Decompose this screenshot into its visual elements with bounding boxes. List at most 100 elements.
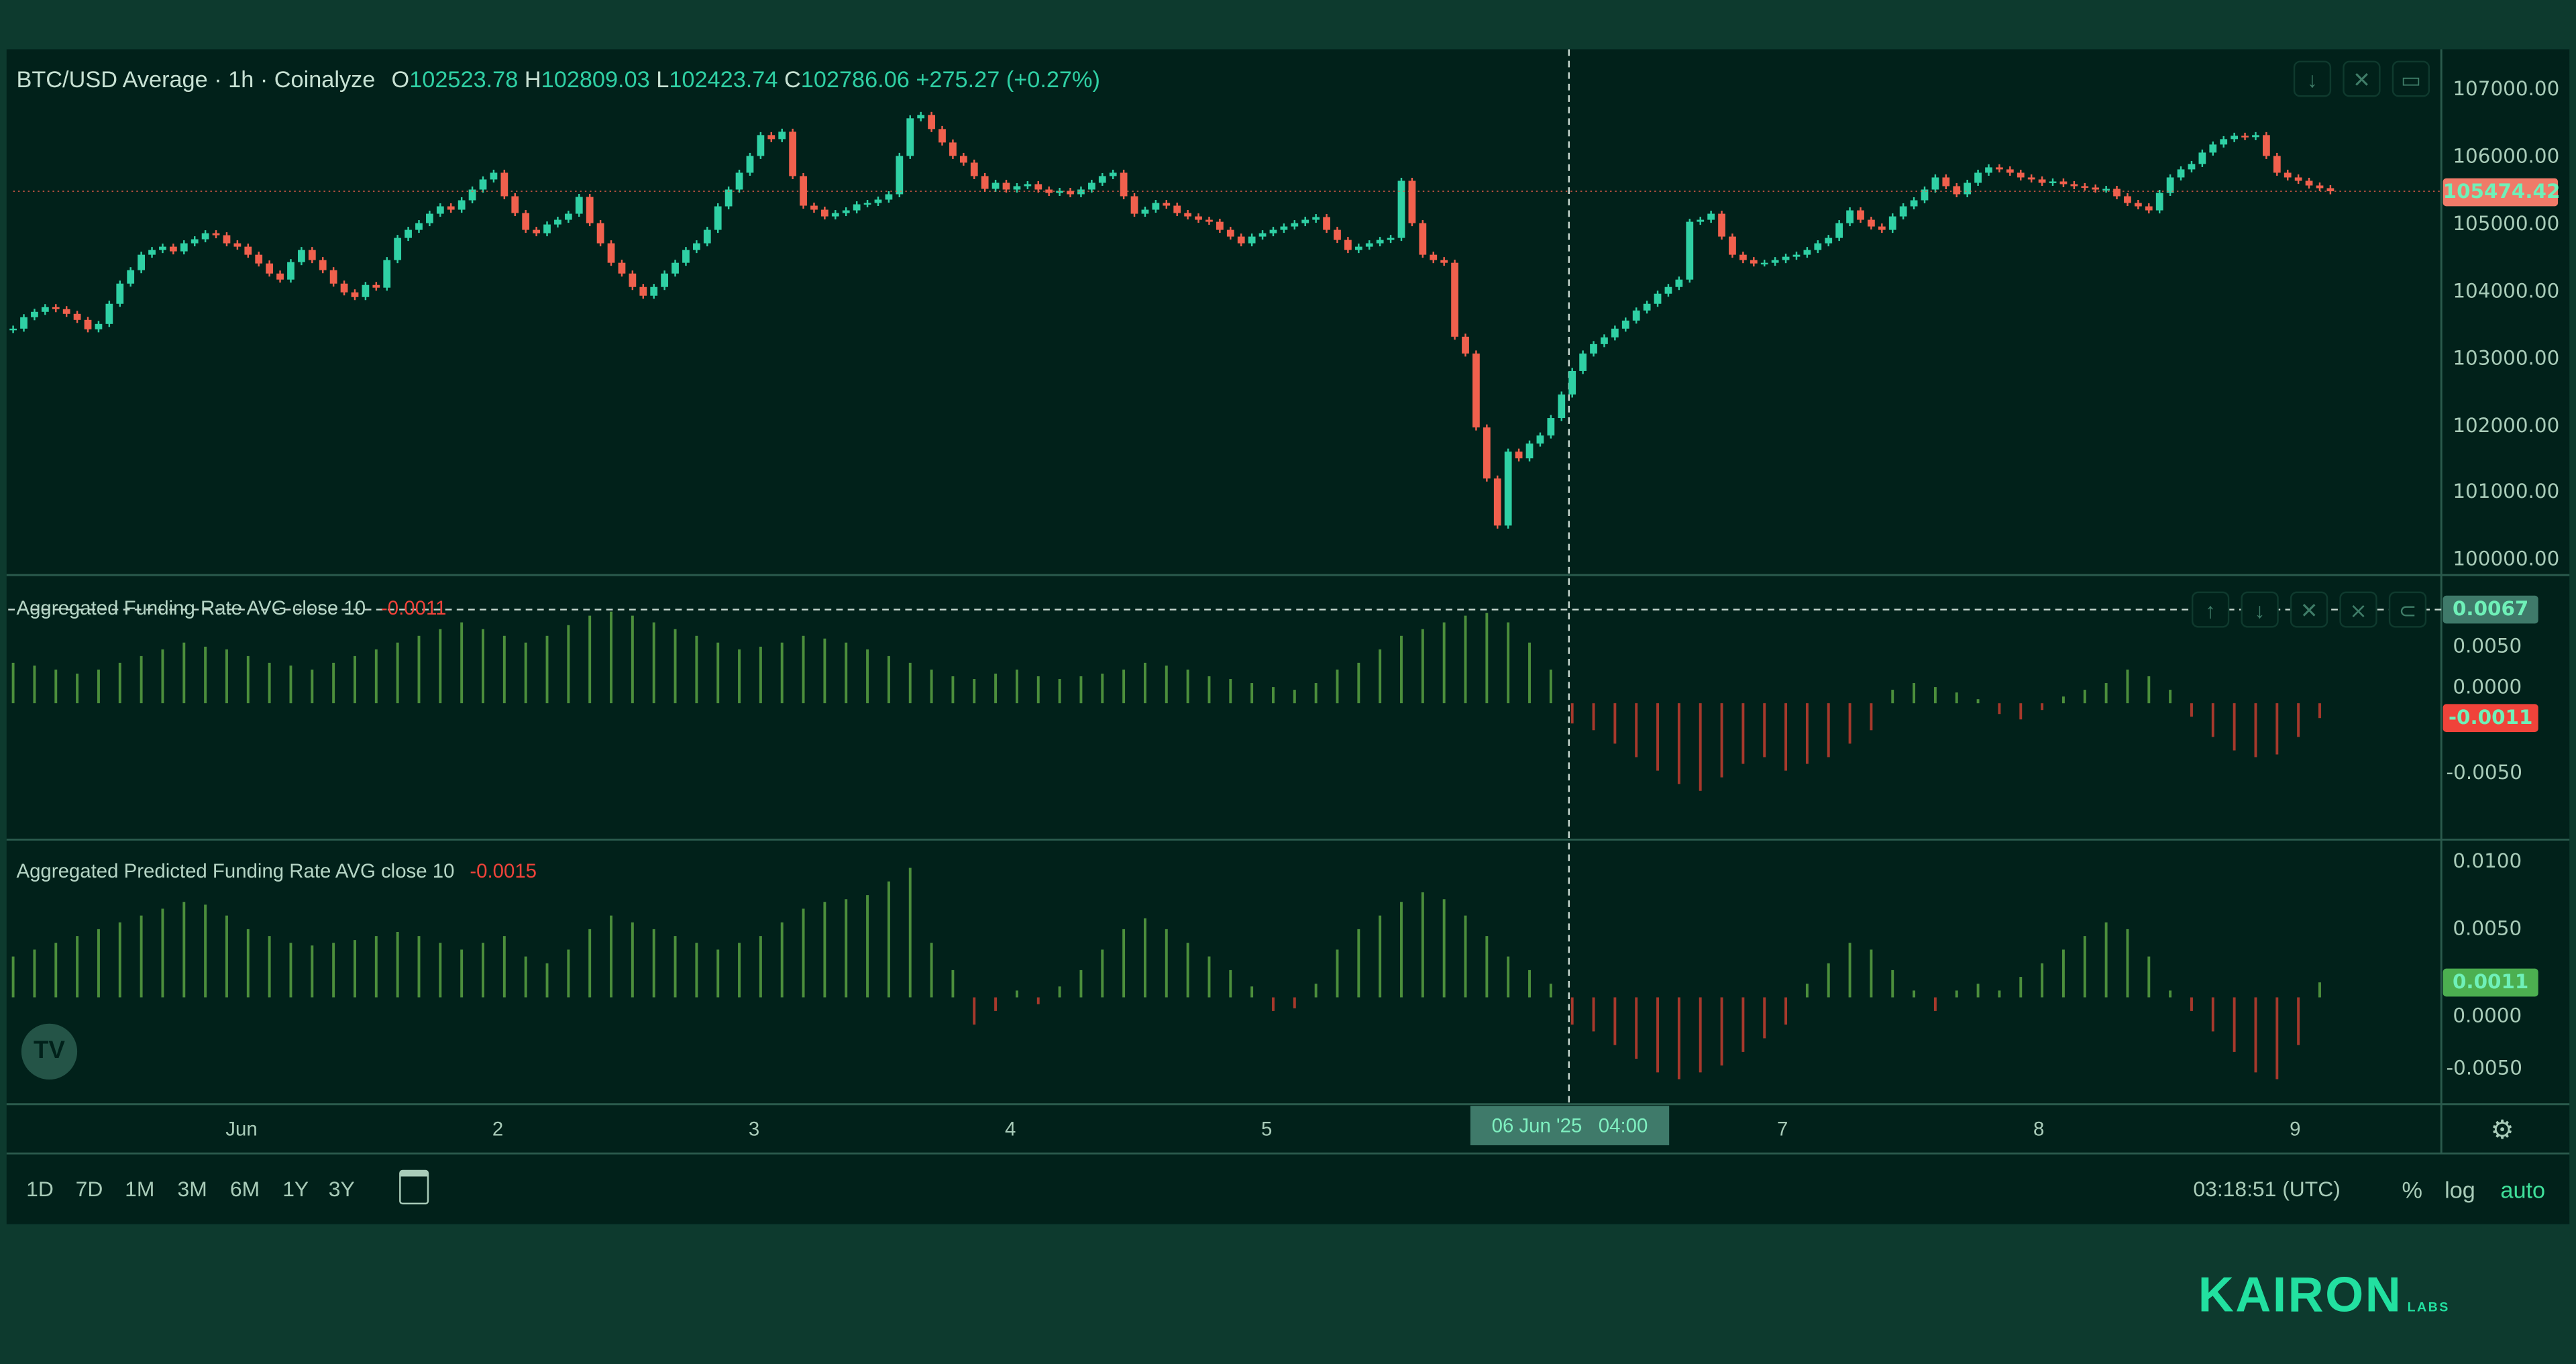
- candle: [1760, 260, 1768, 267]
- candle: [874, 197, 882, 207]
- range-1d-button[interactable]: 1D: [26, 1176, 54, 1202]
- candle-body: [724, 189, 733, 207]
- candle-body: [1718, 213, 1725, 237]
- candle-body: [1899, 206, 1907, 217]
- candle-body: [1163, 203, 1171, 206]
- candle: [9, 325, 17, 333]
- candle-body: [1354, 246, 1362, 250]
- symbol-legend[interactable]: BTC/USD Average · 1h · Coinalyze O102523…: [16, 66, 1099, 92]
- candle: [672, 260, 679, 277]
- arrow-up-icon[interactable]: ↑: [2191, 591, 2230, 628]
- candle-body: [1408, 180, 1416, 223]
- candle: [84, 317, 92, 333]
- candle: [2231, 132, 2239, 142]
- candle: [2177, 166, 2185, 180]
- candle-body: [1237, 236, 1245, 244]
- candle-body: [1024, 184, 1032, 187]
- candle: [1152, 200, 1160, 213]
- maximize-icon[interactable]: ▭: [2392, 60, 2430, 97]
- candle-body: [244, 246, 252, 255]
- calendar-icon[interactable]: [399, 1169, 429, 1205]
- candle-body: [1077, 189, 1085, 195]
- candle-body: [447, 206, 455, 210]
- range-1y-button[interactable]: 1Y: [282, 1176, 309, 1202]
- time-tick: 3: [748, 1117, 760, 1141]
- collapse-icon[interactable]: ✕: [2343, 60, 2381, 97]
- candle-body: [2134, 203, 2142, 207]
- candle-body: [2038, 179, 2046, 183]
- candle: [928, 111, 935, 132]
- candle: [1237, 233, 1245, 247]
- candle-body: [1216, 221, 1224, 230]
- maximize-icon[interactable]: ⊂: [2388, 591, 2427, 628]
- percent-toggle[interactable]: %: [2402, 1176, 2422, 1203]
- candle: [1173, 203, 1181, 217]
- candle-body: [233, 243, 241, 247]
- candle: [1419, 220, 1427, 258]
- candle-body: [1141, 209, 1149, 214]
- candle-body: [896, 156, 904, 195]
- candle-body: [1611, 328, 1619, 337]
- range-3m-button[interactable]: 3M: [177, 1176, 207, 1202]
- funding-legend[interactable]: Aggregated Funding Rate AVG close 10 -0.…: [16, 596, 446, 619]
- candle-body: [308, 250, 316, 260]
- candle-body: [362, 284, 370, 297]
- candle-body: [2049, 181, 2057, 183]
- candles-series: [9, 111, 2442, 529]
- candle-body: [607, 243, 615, 263]
- candle-body: [1601, 337, 1608, 344]
- range-6m-button[interactable]: 6M: [229, 1176, 260, 1202]
- range-1m-button[interactable]: 1M: [125, 1176, 155, 1202]
- candle-body: [329, 270, 337, 284]
- candle-body: [2145, 206, 2153, 211]
- candle-body: [1782, 256, 1790, 260]
- candle-body: [746, 156, 754, 173]
- close-label: C: [784, 65, 801, 93]
- candle-body: [959, 156, 967, 163]
- close-icon[interactable]: ✕: [2290, 591, 2328, 628]
- candle-body: [1996, 167, 2003, 170]
- logo-text: KAIRON: [2198, 1268, 2403, 1323]
- candle: [1868, 217, 1875, 230]
- collapse-icon[interactable]: ⨯: [2339, 591, 2377, 628]
- last-price-tag: 105474.42: [2443, 178, 2560, 207]
- arrow-down-icon[interactable]: ↓: [2241, 591, 2279, 628]
- candle: [1205, 217, 1213, 225]
- range-3y-button[interactable]: 3Y: [328, 1176, 355, 1202]
- candle: [468, 186, 476, 204]
- arrow-down-icon[interactable]: ↓: [2293, 60, 2332, 97]
- range-7d-button[interactable]: 7D: [75, 1176, 103, 1202]
- candle: [639, 284, 647, 299]
- settings-icon[interactable]: ⚙: [2490, 1117, 2514, 1145]
- candle: [1365, 240, 1373, 250]
- funding-last-tag: -0.0011: [2443, 704, 2538, 733]
- candle-body: [842, 210, 850, 213]
- candle-body: [2102, 189, 2110, 191]
- candle-body: [1515, 452, 1523, 459]
- candle-body: [62, 309, 70, 314]
- candle: [1387, 235, 1395, 244]
- candle-body: [105, 303, 113, 324]
- candle: [1077, 186, 1085, 198]
- candle: [180, 240, 188, 255]
- auto-toggle[interactable]: auto: [2500, 1176, 2546, 1203]
- tradingview-logo-icon[interactable]: TV: [21, 1023, 78, 1080]
- candle-body: [1440, 260, 1448, 263]
- candle: [1953, 182, 1961, 198]
- candle-body: [661, 273, 669, 287]
- predicted-legend[interactable]: Aggregated Predicted Funding Rate AVG cl…: [16, 859, 537, 882]
- log-toggle[interactable]: log: [2445, 1176, 2475, 1203]
- price-tick: 103000.00: [2453, 346, 2560, 370]
- candle-body: [511, 196, 519, 213]
- candle-body: [2155, 193, 2163, 211]
- candle-body: [500, 172, 508, 197]
- candle-body: [2231, 136, 2239, 140]
- candle: [1408, 177, 1416, 227]
- candle-body: [255, 254, 263, 264]
- candle-body: [2027, 177, 2035, 180]
- candle-body: [639, 286, 647, 296]
- candle: [1323, 214, 1330, 233]
- candle: [2145, 203, 2153, 214]
- candle: [1931, 174, 1939, 193]
